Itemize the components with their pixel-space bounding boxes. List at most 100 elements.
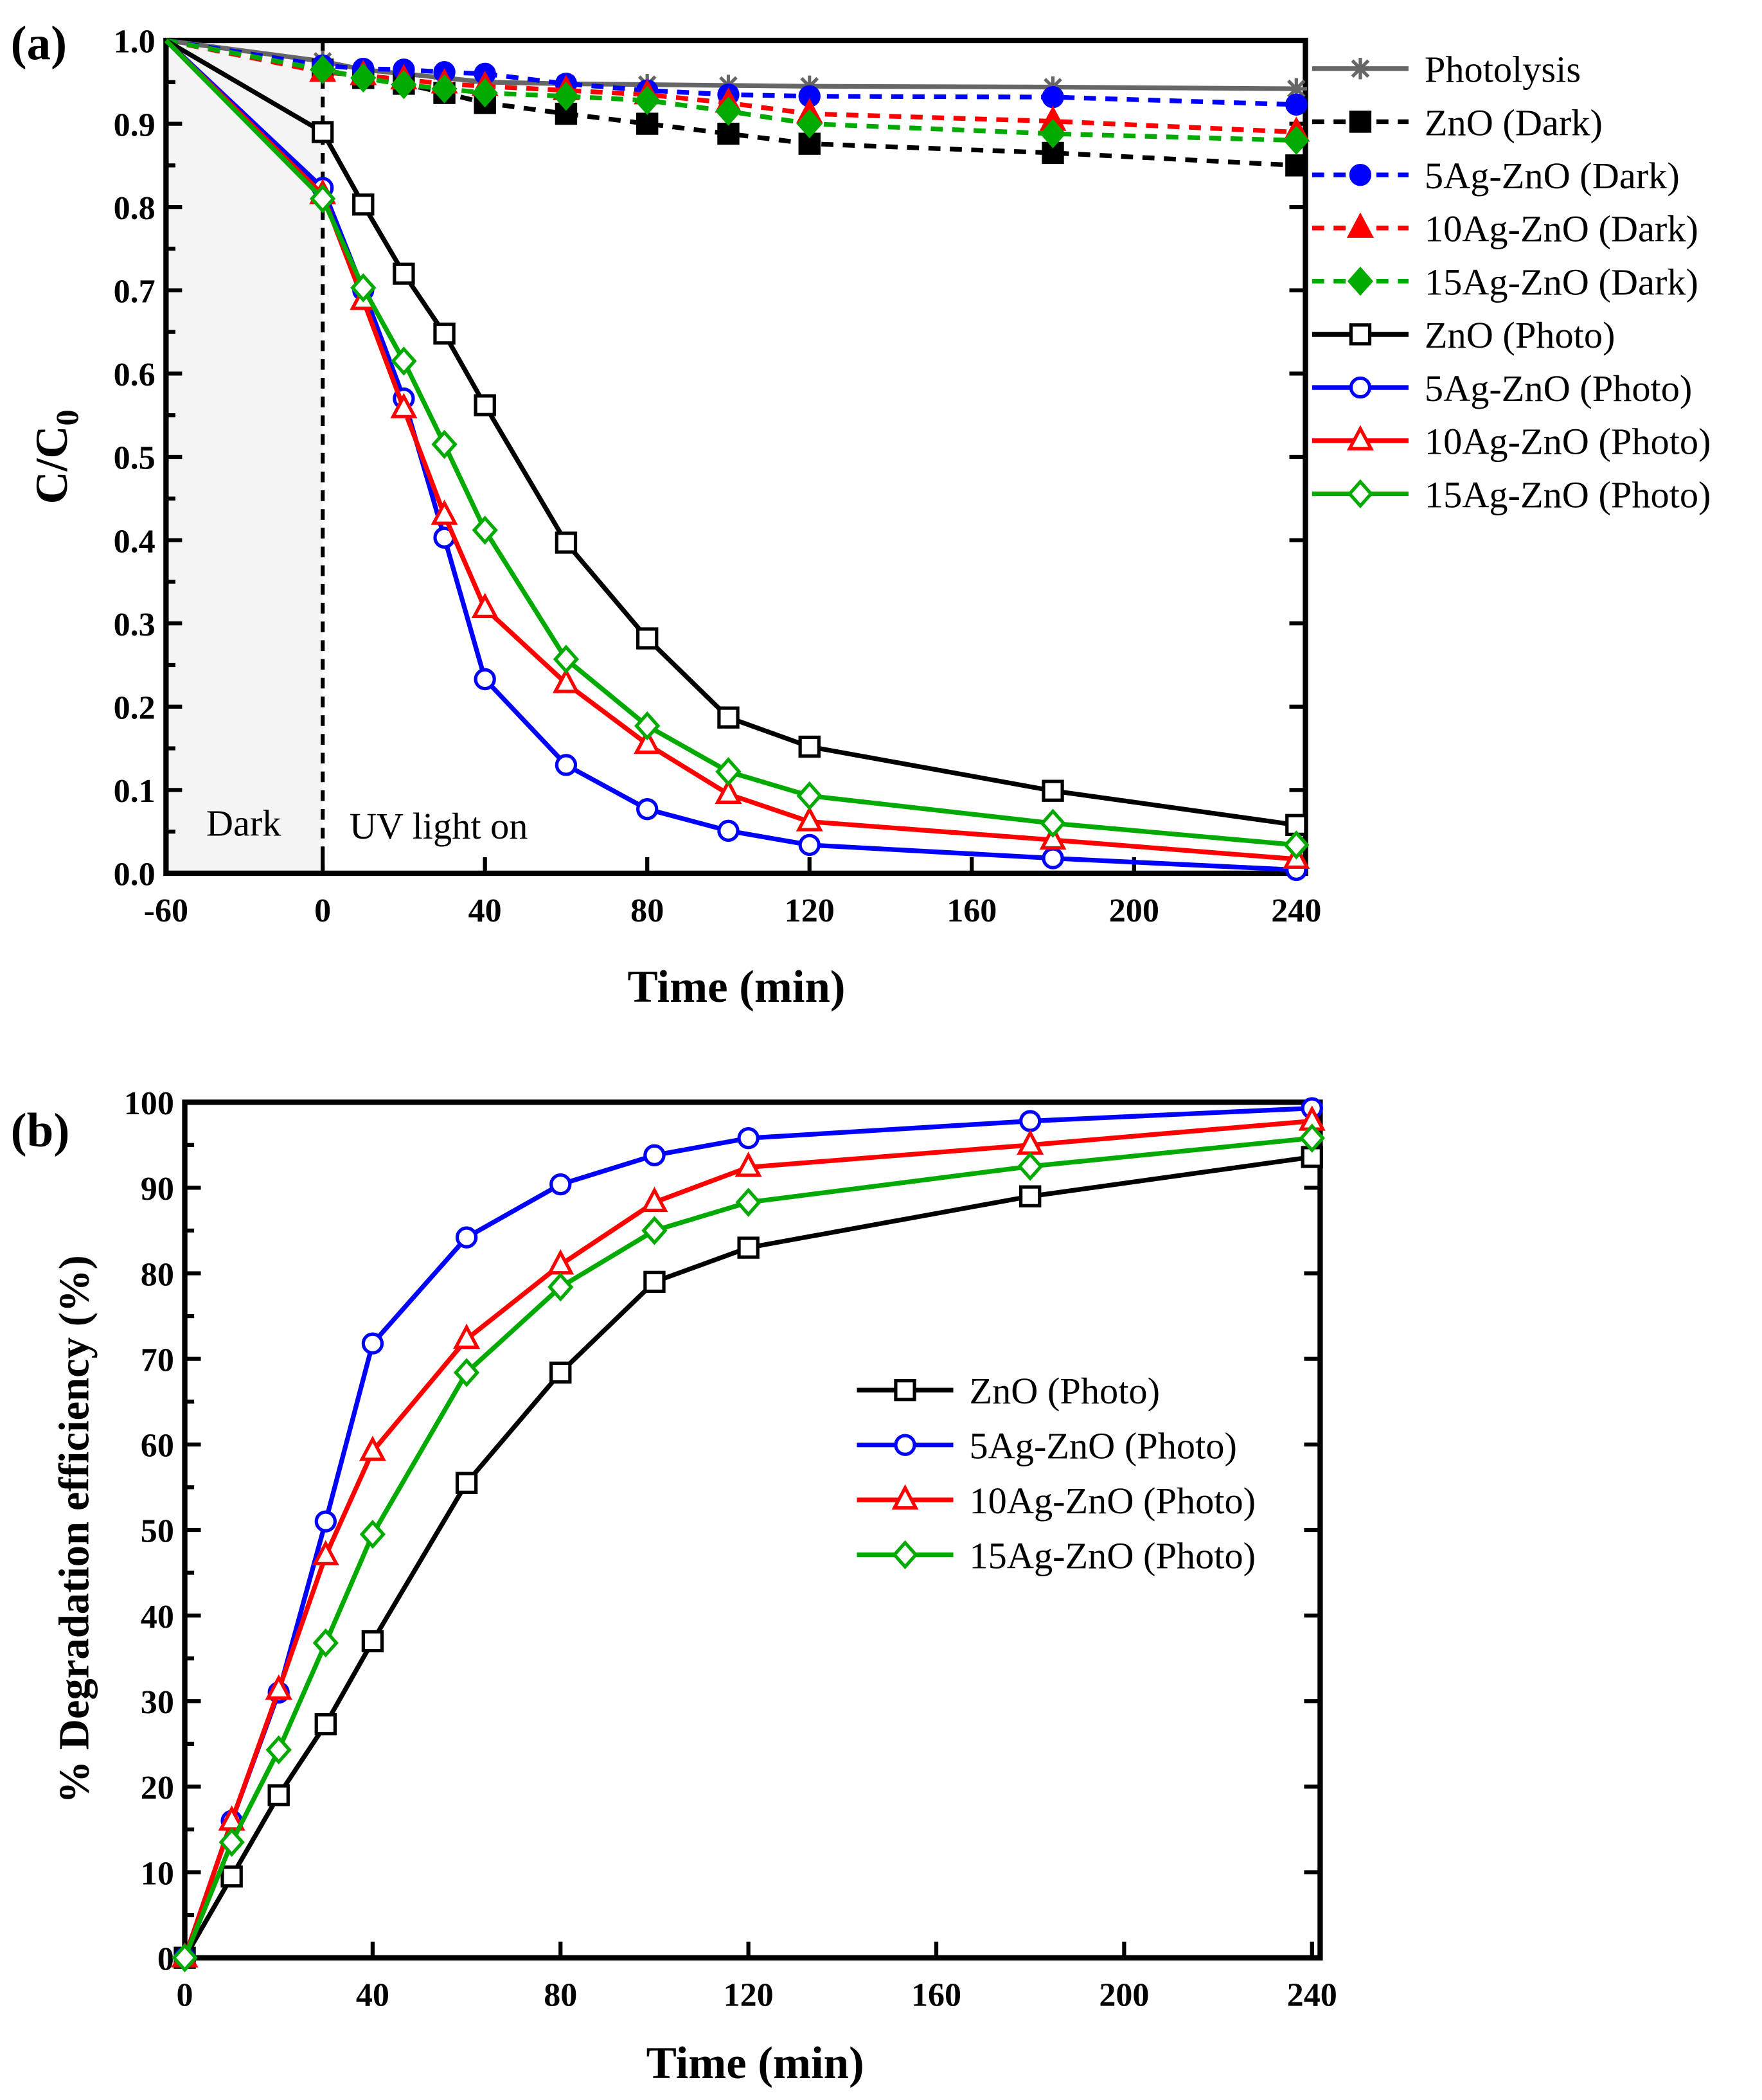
x-axis-label-a: Time (min) — [627, 962, 845, 1012]
legend-marker — [1347, 266, 1374, 296]
x-tick-label: 200 — [1099, 1977, 1149, 2014]
y-tick-label: 70 — [141, 1342, 174, 1378]
x-tick-label: 160 — [911, 1977, 961, 2014]
panel-b: (b) Time (min) % Degradation efficiency … — [11, 1085, 1337, 2088]
data-point — [796, 109, 823, 139]
legend-label: ZnO (Photo) — [1425, 314, 1615, 356]
data-point — [796, 806, 823, 832]
data-point — [552, 668, 580, 693]
data-point — [391, 69, 417, 100]
series-10ag-zno-photo- — [171, 1105, 1326, 1968]
data-point — [350, 63, 377, 93]
legend-label: 10Ag-ZnO (Photo) — [970, 1480, 1256, 1522]
data-point — [455, 1226, 478, 1249]
data-point — [472, 78, 498, 108]
legend-marker — [1347, 479, 1374, 509]
x-tick-label: 200 — [1109, 893, 1159, 929]
legend-item: 10Ag-ZnO (Photo) — [1312, 421, 1711, 463]
y-axis-label-b: % Degradation efficiency (%) — [51, 1255, 98, 1803]
data-point — [636, 797, 659, 821]
data-point — [1299, 1123, 1325, 1153]
series-line — [165, 38, 1297, 107]
y-tick-label: 0.5 — [114, 440, 156, 477]
data-point — [312, 1540, 339, 1566]
x-tick-label: 0 — [177, 1977, 193, 2014]
data-point — [1017, 1152, 1044, 1181]
legend-item: ZnO (Photo) — [1312, 314, 1615, 356]
data-point — [549, 1173, 572, 1196]
legend-label: ZnO (Photo) — [970, 1370, 1160, 1412]
legend-item: 5Ag-ZnO (Photo) — [1312, 368, 1692, 409]
legend-item: 15Ag-ZnO (Dark) — [1312, 261, 1698, 303]
data-point — [553, 645, 580, 674]
series-15ag-zno-photo- — [172, 1123, 1325, 1973]
panel-a: Dark UV light on (a) Time (min) C/C0 0.0… — [11, 17, 1711, 1012]
data-point — [218, 1828, 245, 1857]
data-point — [1019, 1185, 1042, 1207]
legend-label: 15Ag-ZnO (Dark) — [1425, 261, 1698, 303]
data-point — [547, 1272, 574, 1302]
legend-marker — [1349, 111, 1372, 133]
legend-item: Photolysis — [1312, 49, 1581, 91]
series-zno-photo- — [174, 1146, 1323, 1969]
y-tick-label: 0.7 — [114, 274, 156, 310]
data-point — [1019, 1110, 1042, 1132]
dark-annotation: Dark — [206, 803, 281, 844]
series-line — [164, 39, 1297, 873]
legend-marker — [1349, 163, 1372, 186]
y-tick-label: 50 — [141, 1513, 174, 1550]
y-tick-label: 0.3 — [114, 607, 156, 643]
data-point — [314, 1510, 337, 1533]
data-point — [474, 668, 496, 691]
data-point — [553, 82, 580, 111]
data-point — [1039, 824, 1067, 850]
panel-label-b: (b) — [11, 1104, 70, 1157]
data-point — [220, 1865, 243, 1888]
data-point — [453, 1358, 480, 1387]
data-point — [636, 112, 659, 135]
y-tick-label: 0.0 — [114, 857, 156, 893]
legend-marker — [1346, 212, 1374, 238]
legend-item: 10Ag-ZnO (Dark) — [1312, 208, 1698, 250]
data-point — [455, 1472, 478, 1494]
y-tick-label: 30 — [141, 1684, 174, 1721]
data-point — [1040, 808, 1066, 838]
series-15ag-zno-dark- — [165, 38, 1310, 156]
data-point — [634, 85, 661, 115]
series-5ag-zno-photo- — [174, 1097, 1323, 1969]
data-point — [555, 754, 578, 776]
x-axis-label-b: Time (min) — [646, 2038, 864, 2088]
legend-item: 15Ag-ZnO (Photo) — [1312, 474, 1711, 515]
data-point — [433, 322, 456, 345]
data-point — [453, 1323, 481, 1349]
data-point — [1042, 85, 1064, 109]
legend-label: 5Ag-ZnO (Photo) — [1425, 368, 1692, 409]
data-point — [555, 531, 578, 554]
data-point — [1285, 78, 1307, 100]
data-point — [735, 1188, 761, 1217]
data-point — [1042, 847, 1064, 869]
data-point — [309, 184, 336, 213]
data-point — [265, 1735, 292, 1765]
legend-label: ZnO (Dark) — [1425, 102, 1603, 143]
x-tick-label: 120 — [785, 893, 835, 929]
x-tick-label: 240 — [1287, 1977, 1337, 2014]
plot-frame — [163, 37, 1308, 876]
data-point — [547, 1249, 574, 1275]
data-point — [314, 1713, 337, 1736]
data-point — [717, 706, 740, 729]
series-line — [165, 38, 1297, 828]
x-tick-label: 160 — [947, 893, 997, 929]
data-point — [634, 728, 661, 754]
legend-label: 5Ag-ZnO (Dark) — [1425, 155, 1680, 197]
y-tick-label: 0.9 — [114, 107, 156, 143]
plot-frame — [182, 1099, 1323, 1961]
y-tick-label: 0 — [157, 1941, 174, 1977]
x-tick-label: 80 — [544, 1977, 577, 2014]
data-point — [311, 121, 334, 143]
y-tick-label: 1.0 — [114, 24, 156, 60]
data-point — [1283, 830, 1310, 860]
data-point — [737, 1236, 760, 1259]
data-point — [641, 1216, 668, 1245]
legend-marker — [894, 1379, 916, 1401]
